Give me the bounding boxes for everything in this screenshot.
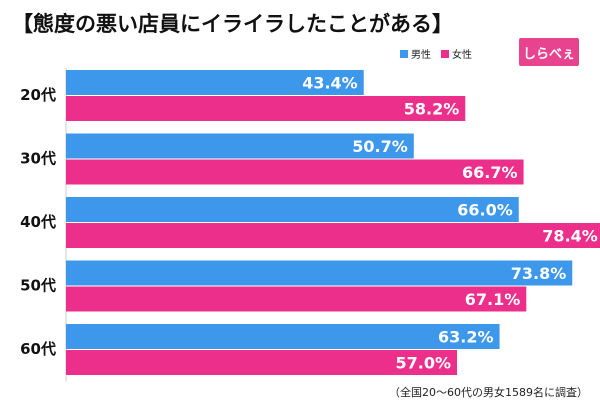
bar-female xyxy=(66,159,524,185)
data-label: 67.1% xyxy=(465,290,521,309)
data-label: 57.0% xyxy=(396,354,452,373)
data-label: 58.2% xyxy=(404,100,460,119)
bar-female xyxy=(66,350,458,375)
bar-female xyxy=(66,223,600,248)
data-label: 73.8% xyxy=(511,264,567,283)
legend-item-female: 女性 xyxy=(441,46,472,61)
data-label: 63.2% xyxy=(438,328,494,347)
footnote: （全国20〜60代の男女1589名に調査） xyxy=(389,386,588,399)
data-label: 50.7% xyxy=(352,137,408,156)
legend-label-female: 女性 xyxy=(452,50,472,61)
bar-female xyxy=(66,96,466,121)
bar-male xyxy=(66,260,573,286)
legend-label-male: 男性 xyxy=(411,50,431,61)
chart-title: 【態度の悪い店員にイライラしたことがある】 xyxy=(12,12,453,36)
bar-male xyxy=(66,133,414,159)
data-label: 78.4% xyxy=(542,227,598,246)
category-label: 60代 xyxy=(20,340,56,358)
bar-female xyxy=(66,286,527,312)
shirabee-logo: しらべぇ xyxy=(519,38,579,66)
bar-male xyxy=(66,324,500,349)
legend-swatch-female xyxy=(441,49,449,58)
legend-swatch-male xyxy=(400,49,408,58)
legend-item-male: 男性 xyxy=(400,46,431,61)
bar-male xyxy=(66,197,519,222)
category-label: 40代 xyxy=(20,213,56,231)
category-label: 20代 xyxy=(20,86,56,104)
data-label: 66.7% xyxy=(462,163,518,182)
data-label: 66.0% xyxy=(457,201,513,220)
legend: 男性 女性 xyxy=(400,46,472,61)
data-label: 43.4% xyxy=(302,74,358,93)
category-label: 50代 xyxy=(20,277,56,295)
bar-male xyxy=(66,70,364,95)
category-label: 30代 xyxy=(20,150,56,168)
